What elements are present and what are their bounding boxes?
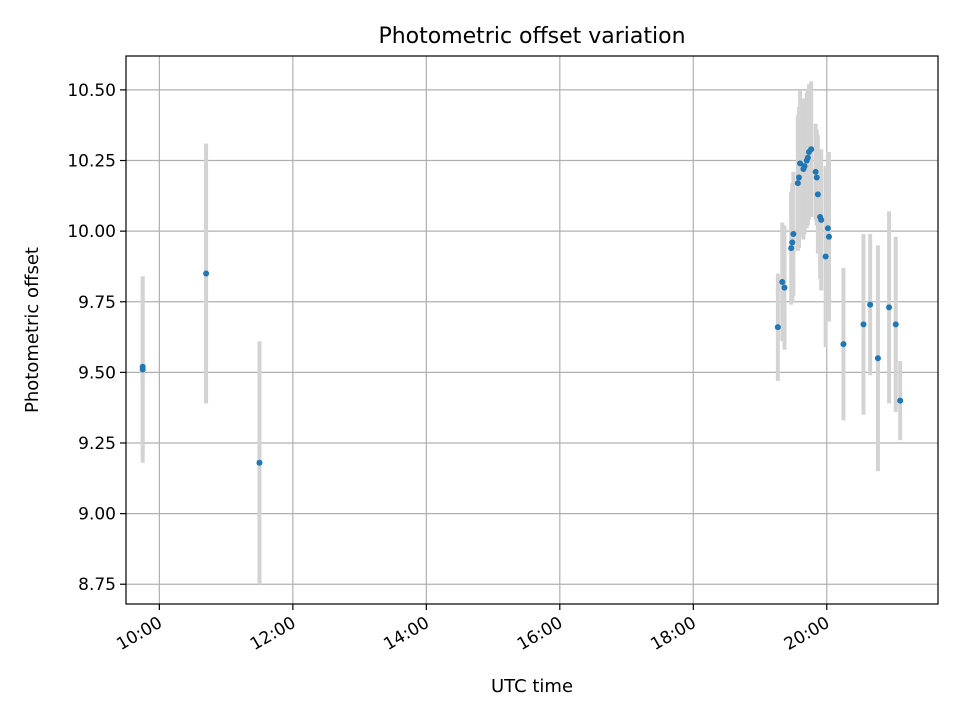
- data-point: [813, 174, 820, 181]
- y-axis: 8.75 9.00 9.25 9.50 9.75 10.00 10.25 10.50: [67, 81, 126, 595]
- chart-title: Photometric offset variation: [378, 24, 685, 49]
- data-point: [797, 160, 804, 167]
- x-axis-label: UTC time: [491, 676, 573, 697]
- data-point: [840, 341, 847, 348]
- y-tick-label: 9.75: [78, 293, 116, 313]
- y-tick-label: 10.50: [67, 81, 116, 101]
- data-points: [139, 146, 904, 466]
- data-point: [860, 321, 867, 328]
- y-tick-label: 10.25: [67, 152, 116, 172]
- data-point: [824, 225, 831, 232]
- y-tick-label: 9.00: [78, 505, 116, 525]
- y-tick-label: 9.25: [78, 434, 116, 454]
- data-point: [788, 245, 795, 252]
- data-point: [203, 270, 210, 277]
- data-point: [825, 233, 832, 240]
- y-tick-label: 10.00: [67, 222, 116, 242]
- data-point: [795, 174, 802, 181]
- data-point: [874, 355, 881, 362]
- data-point: [801, 163, 808, 170]
- plot-frame: [125, 55, 939, 605]
- data-point: [822, 253, 829, 260]
- data-point: [804, 154, 811, 161]
- data-point: [779, 278, 786, 285]
- data-point: [886, 304, 893, 311]
- data-point: [139, 366, 146, 373]
- data-point: [814, 191, 821, 198]
- data-point: [867, 301, 874, 308]
- data-point: [812, 168, 819, 175]
- data-point: [892, 321, 899, 328]
- y-axis-label: Photometric offset: [22, 247, 43, 413]
- data-point: [794, 180, 801, 187]
- y-tick-label: 8.75: [78, 575, 116, 595]
- data-point: [256, 459, 263, 466]
- data-point: [818, 216, 825, 223]
- data-point: [781, 284, 788, 291]
- data-point: [774, 324, 781, 331]
- y-tick-label: 9.50: [78, 363, 116, 383]
- data-point: [808, 146, 815, 153]
- data-point: [790, 230, 797, 237]
- data-point: [789, 239, 796, 246]
- data-point: [897, 397, 904, 404]
